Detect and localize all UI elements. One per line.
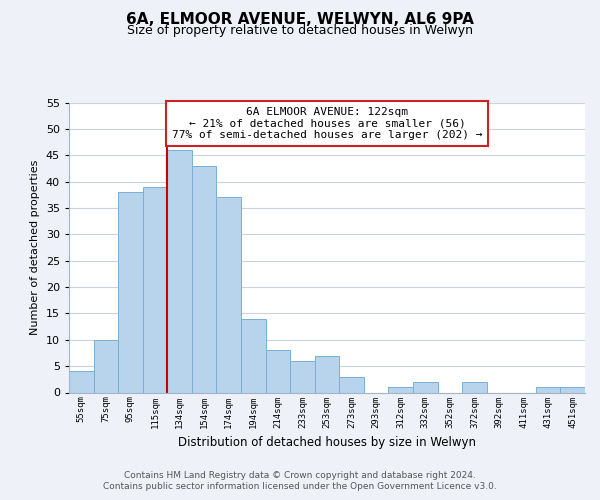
Bar	[94, 340, 118, 392]
Bar	[536, 387, 560, 392]
Bar	[118, 192, 143, 392]
Bar	[388, 387, 413, 392]
Bar	[69, 372, 94, 392]
Bar	[241, 318, 266, 392]
Bar	[413, 382, 437, 392]
Bar	[315, 356, 339, 393]
Bar	[290, 361, 315, 392]
Bar	[339, 376, 364, 392]
Bar	[266, 350, 290, 393]
Bar	[217, 198, 241, 392]
X-axis label: Distribution of detached houses by size in Welwyn: Distribution of detached houses by size …	[178, 436, 476, 449]
Bar	[192, 166, 217, 392]
Text: 6A ELMOOR AVENUE: 122sqm
← 21% of detached houses are smaller (56)
77% of semi-d: 6A ELMOOR AVENUE: 122sqm ← 21% of detach…	[172, 107, 482, 140]
Bar	[560, 387, 585, 392]
Text: Size of property relative to detached houses in Welwyn: Size of property relative to detached ho…	[127, 24, 473, 37]
Text: Contains HM Land Registry data © Crown copyright and database right 2024.: Contains HM Land Registry data © Crown c…	[124, 471, 476, 480]
Bar	[143, 187, 167, 392]
Y-axis label: Number of detached properties: Number of detached properties	[30, 160, 40, 335]
Text: 6A, ELMOOR AVENUE, WELWYN, AL6 9PA: 6A, ELMOOR AVENUE, WELWYN, AL6 9PA	[126, 12, 474, 28]
Bar	[167, 150, 192, 392]
Text: Contains public sector information licensed under the Open Government Licence v3: Contains public sector information licen…	[103, 482, 497, 491]
Bar	[462, 382, 487, 392]
